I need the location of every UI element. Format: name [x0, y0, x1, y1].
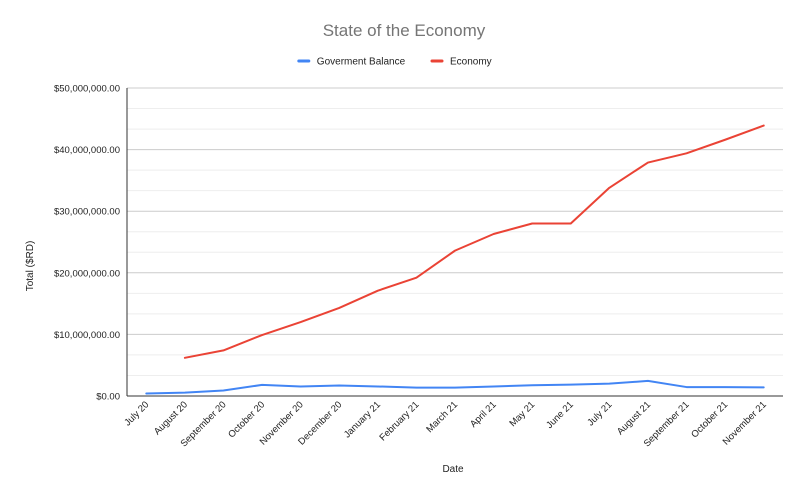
y-tick-label: $30,000,000.00 [54, 207, 120, 218]
x-tick-label: April 21 [468, 399, 499, 430]
y-tick-label: $50,000,000.00 [54, 84, 120, 95]
x-tick-label: October 20 [226, 399, 267, 440]
legend: Goverment Balance Economy [297, 57, 492, 68]
grid [126, 87, 783, 397]
x-tick-label: July 20 [122, 399, 151, 428]
x-tick-label: August 20 [152, 399, 190, 437]
series-line-2 [183, 124, 765, 359]
series-group [145, 124, 765, 395]
legend-label: Economy [450, 57, 492, 68]
y-tick-label: $10,000,000.00 [54, 330, 120, 341]
y-axis-title: Total ($RD) [25, 241, 36, 292]
y-axis: $0.00 $10,000,000.00 $20,000,000.00 $30,000… [54, 84, 120, 403]
x-tick-label: May 21 [507, 399, 537, 429]
y-tick-label: $40,000,000.00 [54, 145, 120, 156]
x-tick-label: July 21 [585, 399, 614, 428]
x-tick-label: March 21 [424, 399, 460, 435]
y-tick-label: $20,000,000.00 [54, 268, 120, 279]
x-tick-label: June 21 [544, 399, 576, 431]
x-tick-label: October 21 [689, 399, 730, 440]
x-tick-label: August 21 [615, 399, 653, 437]
series-line-1 [145, 379, 765, 395]
x-tick-label: January 21 [342, 399, 383, 440]
x-axis-title: Date [442, 464, 464, 475]
chart-title: State of the Economy [323, 21, 486, 40]
x-tick-label: February 21 [378, 399, 422, 443]
y-tick-label: $0.00 [96, 392, 120, 403]
legend-label: Goverment Balance [317, 57, 406, 68]
